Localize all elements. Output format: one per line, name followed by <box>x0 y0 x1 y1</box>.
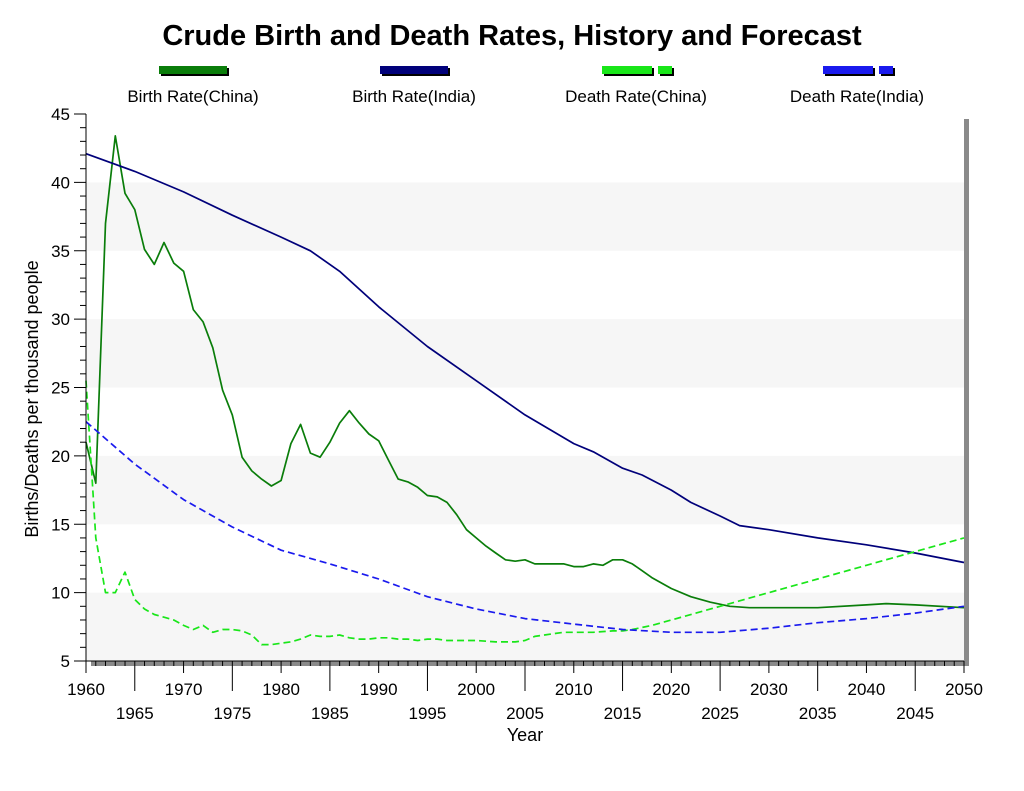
legend-label: Birth Rate(India) <box>352 87 476 106</box>
grid-band <box>86 592 964 661</box>
legend-swatch <box>602 66 652 74</box>
legend-label: Birth Rate(China) <box>127 87 258 106</box>
x-tick-label: 1990 <box>360 680 398 699</box>
legend-swatch <box>380 66 448 74</box>
legend-item-2: Death Rate(China) <box>565 66 707 106</box>
x-tick-label: 2025 <box>701 704 739 723</box>
legend-item-1: Birth Rate(India) <box>352 66 476 106</box>
series-line-3 <box>85 421 965 634</box>
y-tick-label: 35 <box>51 242 70 261</box>
x-tick-label: 2015 <box>604 704 642 723</box>
legend-label: Death Rate(India) <box>790 87 924 106</box>
x-tick-label: 2000 <box>457 680 495 699</box>
legend-swatch <box>159 66 227 74</box>
x-tick-label: 1995 <box>409 704 447 723</box>
grid-band <box>86 182 964 251</box>
legend-label: Death Rate(China) <box>565 87 707 106</box>
y-axis-ticks: 5 10 15 20 25 30 35 40 45 <box>51 105 86 671</box>
y-tick-label: 25 <box>51 379 70 398</box>
x-axis-ticks: 1960 1970 1980 1990 2000 2010 2020 2030 2040 2050… <box>67 661 983 723</box>
series-line-0 <box>85 135 965 609</box>
x-tick-label: 2030 <box>750 680 788 699</box>
series-line-1 <box>85 152 965 564</box>
x-axis-title: Year <box>507 725 543 745</box>
x-tick-label: 2005 <box>506 704 544 723</box>
legend-item-3: Death Rate(India) <box>790 66 924 106</box>
chart-title: Crude Birth and Death Rates, History and… <box>162 20 862 52</box>
legend-swatch <box>879 66 893 74</box>
y-tick-label: 5 <box>61 652 70 671</box>
x-tick-label: 2045 <box>896 704 934 723</box>
y-tick-label: 40 <box>51 173 70 192</box>
x-tick-label: 2050 <box>945 680 983 699</box>
series-line-2 <box>85 380 965 646</box>
y-tick-label: 30 <box>51 310 70 329</box>
x-tick-label: 1980 <box>262 680 300 699</box>
y-tick-label: 45 <box>51 105 70 124</box>
x-tick-label: 2035 <box>799 704 837 723</box>
y-tick-label: 10 <box>51 584 70 603</box>
x-tick-label: 1970 <box>165 680 203 699</box>
legend-swatch <box>658 66 672 74</box>
x-tick-label: 1960 <box>67 680 105 699</box>
x-tick-label: 2040 <box>848 680 886 699</box>
plot-series <box>85 135 965 646</box>
x-tick-label: 2010 <box>555 680 593 699</box>
x-tick-label: 2020 <box>652 680 690 699</box>
x-tick-label: 1975 <box>213 704 251 723</box>
y-tick-label: 20 <box>51 447 70 466</box>
x-tick-label: 1965 <box>116 704 154 723</box>
x-tick-label: 1985 <box>311 704 349 723</box>
legend-item-0: Birth Rate(China) <box>127 66 259 106</box>
legend-swatch <box>823 66 873 74</box>
grid-band <box>86 455 964 525</box>
grid-band <box>86 319 964 388</box>
y-tick-label: 15 <box>51 515 70 534</box>
legend: Birth Rate(China) Birth Rate(India) Death … <box>127 66 924 106</box>
y-axis-title: Births/Deaths per thousand people <box>22 260 42 537</box>
plot-background-bands <box>86 182 964 661</box>
